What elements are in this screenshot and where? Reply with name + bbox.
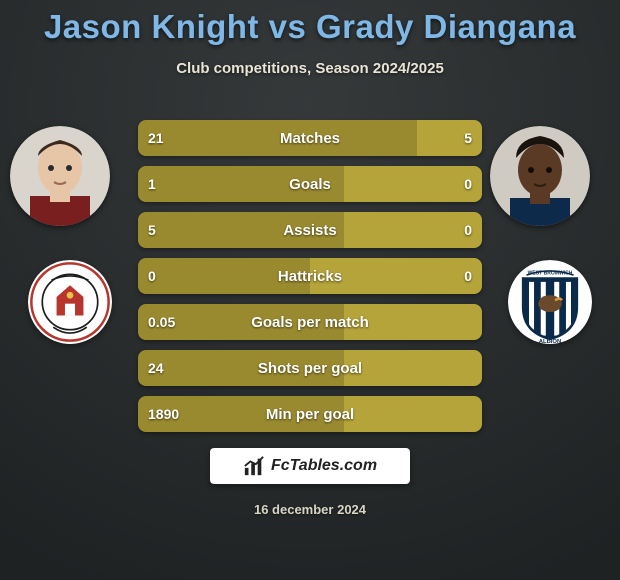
stat-row: 0Hattricks0 xyxy=(138,258,482,294)
svg-text:WEST BROMWICH: WEST BROMWICH xyxy=(528,270,573,276)
stat-value-right: 0 xyxy=(454,258,482,294)
brand-text: FcTables.com xyxy=(271,457,377,475)
stat-value-right: 0 xyxy=(454,166,482,202)
stat-rows: 21Matches51Goals05Assists00Hattricks00.0… xyxy=(138,120,482,442)
stat-label: Assists xyxy=(138,212,482,248)
stat-label: Matches xyxy=(138,120,482,156)
player-left-avatar xyxy=(10,126,110,226)
club-left-badge xyxy=(28,260,112,344)
stat-row: 5Assists0 xyxy=(138,212,482,248)
stat-value-right: 5 xyxy=(454,120,482,156)
svg-text:ALBION: ALBION xyxy=(539,339,561,344)
page-title: Jason Knight vs Grady Diangana xyxy=(0,8,620,46)
chart-icon xyxy=(243,455,265,477)
stat-label: Shots per goal xyxy=(138,350,482,386)
stat-value-right xyxy=(462,396,482,432)
stat-label: Hattricks xyxy=(138,258,482,294)
player-right-avatar xyxy=(490,126,590,226)
stat-label: Min per goal xyxy=(138,396,482,432)
stat-label: Goals xyxy=(138,166,482,202)
club-right-badge: WEST BROMWICH ALBION xyxy=(508,260,592,344)
stat-row: 21Matches5 xyxy=(138,120,482,156)
stat-value-right: 0 xyxy=(454,212,482,248)
stat-row: 1890Min per goal xyxy=(138,396,482,432)
date-text: 16 december 2024 xyxy=(0,502,620,517)
stat-row: 0.05Goals per match xyxy=(138,304,482,340)
brand-box[interactable]: FcTables.com xyxy=(210,448,410,484)
stat-value-right xyxy=(462,350,482,386)
stat-value-right xyxy=(462,304,482,340)
subtitle: Club competitions, Season 2024/2025 xyxy=(0,60,620,77)
stat-row: 24Shots per goal xyxy=(138,350,482,386)
stat-label: Goals per match xyxy=(138,304,482,340)
stat-row: 1Goals0 xyxy=(138,166,482,202)
